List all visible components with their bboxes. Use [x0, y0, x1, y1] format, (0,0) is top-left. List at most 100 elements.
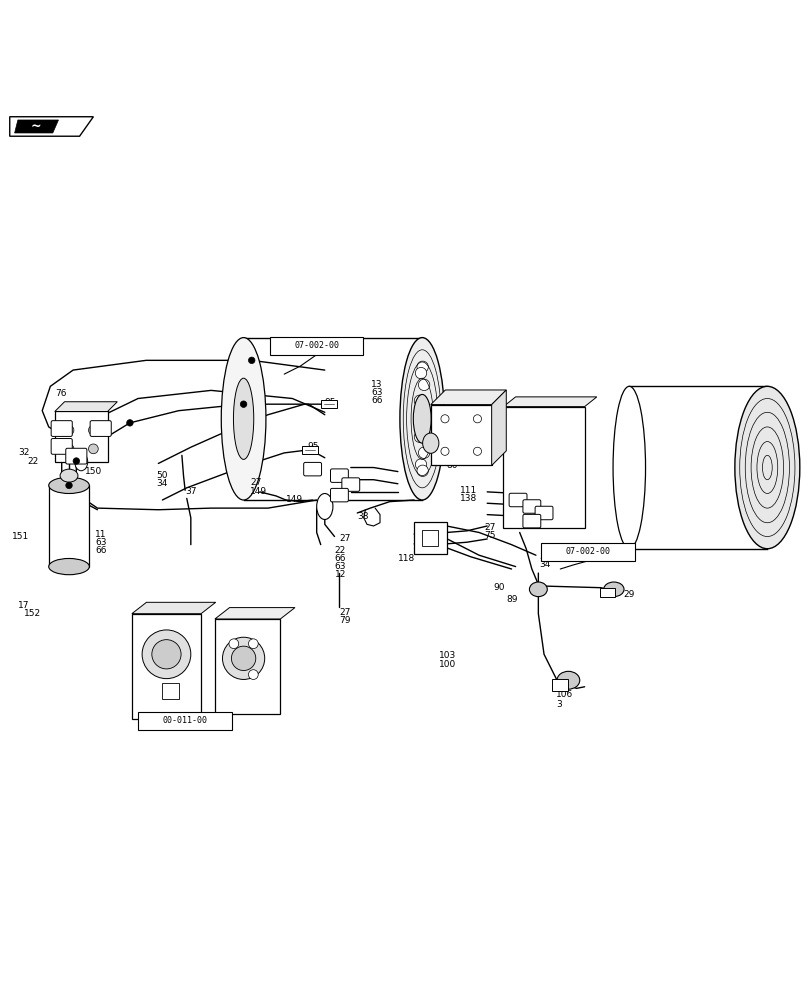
Text: 63: 63 — [95, 538, 106, 547]
Text: 32: 32 — [18, 448, 29, 457]
Circle shape — [127, 420, 133, 426]
Circle shape — [222, 637, 264, 679]
Text: 66: 66 — [95, 546, 106, 555]
Text: 106: 106 — [556, 690, 573, 699]
Ellipse shape — [529, 582, 547, 597]
FancyBboxPatch shape — [90, 421, 111, 436]
Bar — [269, 337, 363, 355]
Circle shape — [414, 395, 425, 406]
Bar — [55, 411, 107, 462]
Text: 27: 27 — [339, 534, 350, 543]
FancyBboxPatch shape — [534, 506, 552, 520]
Text: 111: 111 — [472, 421, 489, 430]
Text: 22: 22 — [28, 457, 39, 466]
Text: 138: 138 — [460, 494, 477, 503]
Circle shape — [240, 401, 247, 407]
Ellipse shape — [60, 469, 78, 482]
Text: 27: 27 — [339, 608, 350, 617]
Circle shape — [64, 425, 74, 435]
Text: 151: 151 — [12, 532, 29, 541]
Bar — [215, 619, 280, 714]
Text: 75: 75 — [483, 531, 495, 540]
Text: 149: 149 — [250, 487, 267, 496]
Text: 80: 80 — [446, 461, 457, 470]
Ellipse shape — [316, 494, 333, 519]
Text: 12: 12 — [334, 570, 345, 579]
Polygon shape — [10, 117, 93, 136]
Ellipse shape — [734, 386, 799, 549]
Circle shape — [229, 639, 238, 649]
Bar — [131, 614, 201, 719]
Bar — [551, 679, 568, 691]
Text: 152: 152 — [24, 609, 41, 618]
Circle shape — [418, 413, 430, 424]
Ellipse shape — [612, 386, 645, 549]
Text: 29: 29 — [623, 590, 634, 599]
Text: 95: 95 — [307, 442, 318, 451]
Circle shape — [64, 444, 74, 454]
Polygon shape — [15, 120, 58, 133]
Text: 63: 63 — [334, 562, 345, 571]
Text: 100: 100 — [438, 660, 455, 669]
Text: 27: 27 — [483, 523, 495, 532]
FancyBboxPatch shape — [508, 493, 526, 507]
Ellipse shape — [413, 394, 431, 443]
Bar — [599, 588, 614, 597]
FancyBboxPatch shape — [51, 421, 72, 436]
Bar — [49, 485, 89, 567]
Text: 79: 79 — [339, 616, 350, 625]
Circle shape — [66, 482, 72, 489]
Circle shape — [152, 640, 181, 669]
Circle shape — [418, 379, 429, 391]
Ellipse shape — [49, 558, 89, 575]
Circle shape — [88, 444, 98, 454]
FancyBboxPatch shape — [522, 514, 540, 528]
FancyBboxPatch shape — [330, 488, 348, 502]
Polygon shape — [491, 390, 506, 465]
Text: 27: 27 — [418, 452, 430, 461]
Ellipse shape — [49, 477, 89, 494]
Text: 63: 63 — [371, 388, 382, 397]
Circle shape — [248, 357, 255, 364]
Circle shape — [73, 458, 79, 464]
Ellipse shape — [233, 378, 253, 459]
Text: 89: 89 — [505, 595, 517, 604]
Bar — [540, 543, 634, 561]
Text: 50: 50 — [539, 552, 550, 561]
Text: 34: 34 — [157, 479, 168, 488]
Text: 111: 111 — [460, 486, 477, 495]
Bar — [431, 405, 491, 465]
Text: 90: 90 — [493, 583, 504, 592]
Bar — [302, 446, 318, 454]
Text: 76: 76 — [55, 389, 67, 398]
Polygon shape — [215, 608, 294, 619]
Circle shape — [417, 465, 428, 476]
FancyBboxPatch shape — [66, 448, 87, 464]
Circle shape — [417, 361, 428, 373]
Polygon shape — [431, 390, 506, 405]
Text: 118: 118 — [397, 554, 414, 563]
Text: 22: 22 — [334, 546, 345, 555]
FancyBboxPatch shape — [330, 469, 348, 482]
Bar — [414, 522, 446, 554]
Ellipse shape — [556, 671, 579, 689]
Text: 11: 11 — [95, 530, 106, 539]
Text: 50: 50 — [157, 471, 168, 480]
Text: 07-002-00: 07-002-00 — [564, 547, 610, 556]
Polygon shape — [55, 402, 117, 411]
Text: 95: 95 — [324, 398, 336, 407]
Text: 27: 27 — [250, 478, 261, 487]
Text: ~: ~ — [30, 120, 41, 133]
Ellipse shape — [399, 338, 444, 500]
Circle shape — [473, 447, 481, 455]
Circle shape — [248, 670, 258, 679]
Text: 17: 17 — [18, 601, 29, 610]
Bar — [161, 683, 179, 699]
Bar — [422, 530, 438, 546]
Circle shape — [473, 415, 481, 423]
Text: 37: 37 — [185, 487, 196, 496]
Circle shape — [414, 459, 427, 470]
Text: 3: 3 — [556, 700, 561, 709]
Polygon shape — [503, 397, 596, 407]
Ellipse shape — [221, 338, 265, 500]
